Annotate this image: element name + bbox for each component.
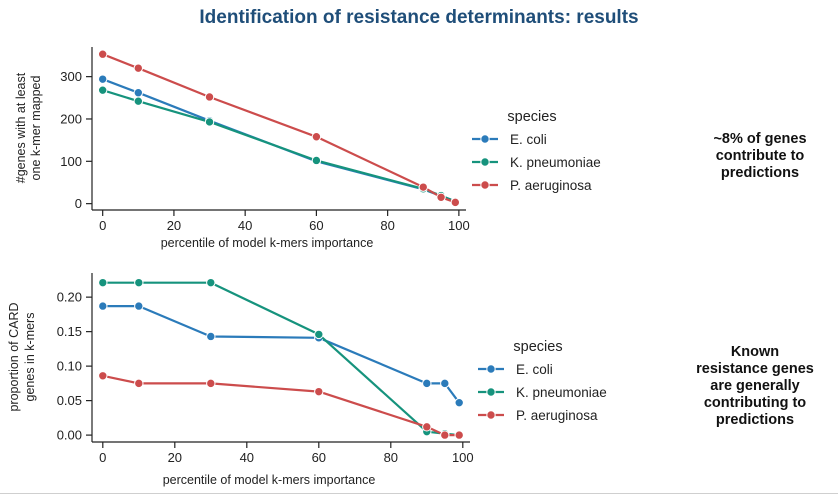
data-point (311, 155, 322, 166)
x-tick-label: 20 (167, 218, 181, 233)
data-point (134, 301, 144, 311)
data-point (98, 371, 108, 381)
legend-swatch-point (480, 134, 490, 144)
y-axis-label: proportion of CARD (7, 302, 21, 411)
x-tick-label: 40 (240, 450, 254, 465)
annotation-line: contributing to (703, 395, 807, 411)
annotation-genes-contribute: ~8% of genes contribute to predictions (690, 131, 830, 182)
data-point (422, 378, 432, 389)
legend-title: species (507, 109, 556, 125)
page-title: Identification of resistance determinant… (199, 7, 639, 28)
x-tick-label: 100 (448, 218, 470, 233)
legend-entry: P. aeruginosa (510, 178, 592, 193)
x-axis-label: percentile of model k-mers importance (163, 473, 376, 487)
x-tick-label: 20 (168, 450, 182, 465)
annotation-line: resistance genes (696, 361, 814, 377)
data-point (422, 422, 432, 432)
annotation-line: predictions (720, 165, 800, 181)
data-point (454, 397, 464, 408)
y-tick-label: 0.05 (57, 393, 82, 408)
series-line (102, 374, 460, 437)
y-tick-label: 0.20 (57, 290, 82, 305)
y-tick-label: 100 (60, 154, 82, 169)
data-point (133, 63, 144, 73)
data-point (98, 301, 108, 311)
series-line (102, 53, 456, 204)
data-point (206, 331, 216, 342)
data-point (440, 378, 450, 389)
data-point (440, 430, 450, 440)
data-point (133, 96, 144, 106)
data-point (436, 192, 446, 202)
annotation-line: predictions (715, 412, 795, 428)
y-tick-label: 0.00 (57, 428, 82, 443)
data-point (97, 49, 108, 59)
data-point (204, 92, 215, 102)
data-point (311, 132, 322, 142)
series-line (102, 281, 460, 437)
legend-entry: K. pneumoniae (510, 155, 601, 170)
y-tick-label: 0 (75, 196, 82, 211)
x-tick-label: 100 (452, 450, 474, 465)
y-tick-label: 0.10 (57, 359, 82, 374)
legend-swatch-point (486, 410, 496, 420)
legend-swatch-point (486, 364, 496, 374)
data-point (314, 386, 324, 397)
x-tick-label: 40 (238, 218, 252, 233)
annotation-line: contribute to (715, 148, 805, 164)
legend-entry: E. coli (510, 132, 547, 147)
legend-swatch-point (486, 387, 496, 397)
data-point (98, 277, 108, 288)
annotation-line: ~8% of genes (713, 131, 807, 147)
x-tick-label: 80 (380, 218, 394, 233)
data-point (134, 378, 144, 389)
y-tick-label: 200 (60, 111, 82, 126)
chart-genes-mapped: 0 20 40 60 80 100 0 100 200 300 percentile of mode… (14, 47, 601, 250)
y-axis-label: one k-mer mapped (29, 75, 43, 180)
data-point (97, 74, 108, 84)
data-point (418, 182, 428, 192)
x-tick-label: 60 (309, 218, 323, 233)
x-tick-label: 60 (312, 450, 326, 465)
x-axis-label: percentile of model k-mers importance (161, 236, 374, 250)
x-tick-label: 0 (99, 218, 106, 233)
data-point (206, 277, 216, 288)
y-axis-label: #genes with at least (14, 72, 28, 183)
x-tick-label: 80 (384, 450, 398, 465)
data-point (206, 378, 216, 389)
bottom-divider (0, 493, 838, 494)
y-tick-label: 0.15 (57, 324, 82, 339)
legend-entry: K. pneumoniae (516, 385, 607, 400)
legend-entry: E. coli (516, 362, 553, 377)
data-point (204, 117, 215, 127)
data-point (454, 430, 464, 440)
x-tick-label: 0 (99, 450, 106, 465)
legend-title: species (513, 339, 562, 355)
data-point (97, 85, 108, 95)
legend-entry: P. aeruginosa (516, 408, 598, 423)
legend-swatch-point (480, 180, 490, 190)
y-tick-label: 300 (60, 69, 82, 84)
chart-card-proportion: 0 20 40 60 80 100 0.00 0.05 0.10 0.15 0.20 percenti… (7, 273, 607, 487)
annotation-line: Known (730, 344, 780, 360)
data-point (133, 88, 144, 98)
data-point (450, 197, 461, 208)
data-point (134, 277, 144, 288)
legend-swatch-point (480, 157, 490, 167)
annotation-line: are generally (710, 378, 800, 394)
data-point (314, 329, 324, 340)
y-axis-label: genes in k-mers (23, 313, 37, 402)
annotation-known-resistance-genes: Known resistance genes are generally con… (680, 344, 830, 429)
